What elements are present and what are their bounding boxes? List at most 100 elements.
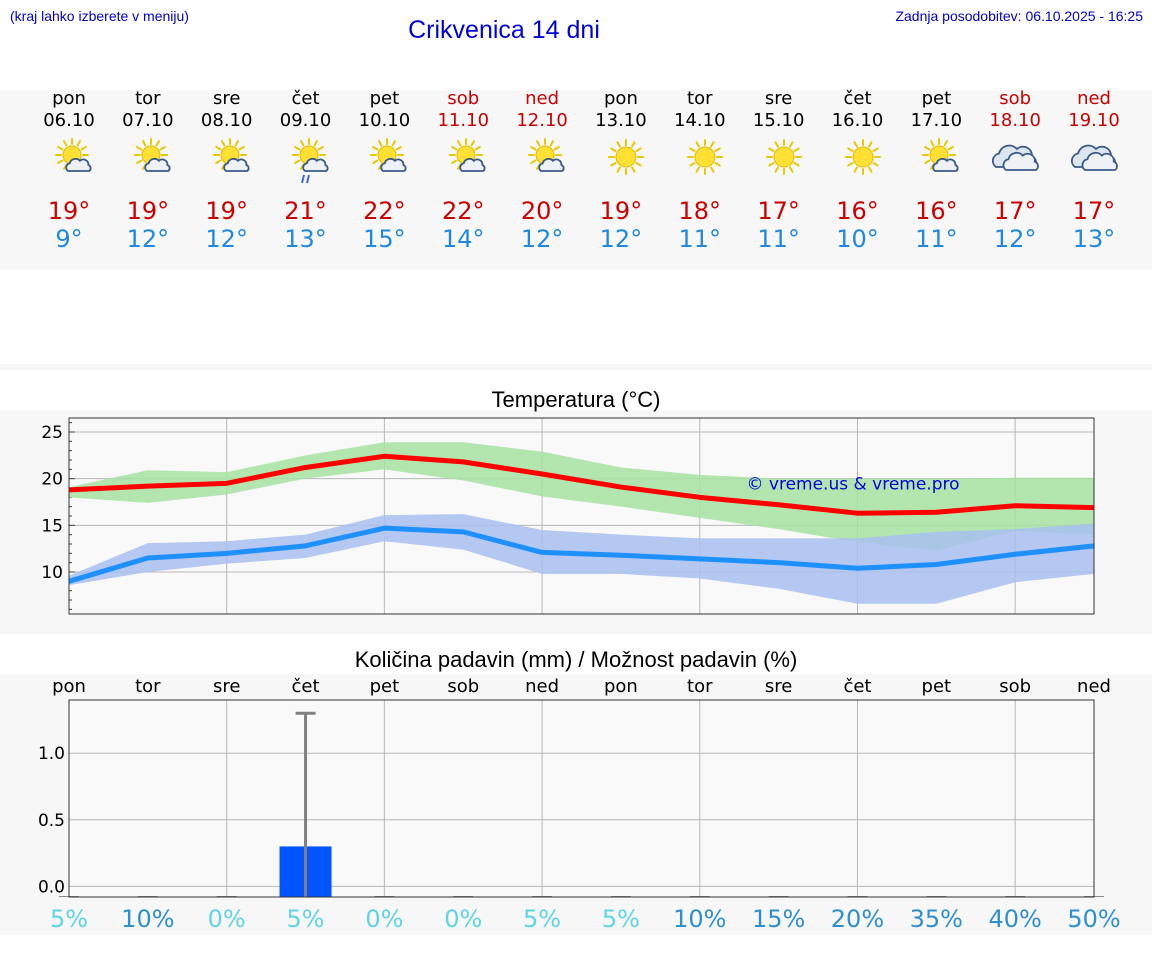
precip-probability: 0%: [365, 905, 403, 933]
day-column: sre 15.10 17° 11°: [739, 88, 818, 253]
temp-max: 21°: [284, 197, 327, 225]
temp-min: 11°: [757, 225, 800, 253]
day-date: 14.10: [674, 110, 726, 131]
y-tick-label: 15: [41, 516, 63, 536]
precip-day-label: pet: [922, 676, 952, 697]
cloud-icon: [1071, 144, 1118, 171]
max-temp-point: [1014, 505, 1016, 507]
day-column: tor 07.10 19° 12°: [108, 88, 187, 253]
day-date: 08.10: [200, 110, 253, 131]
min-temp-point: [1014, 553, 1016, 555]
day-date: 06.10: [43, 110, 95, 131]
precip-day-label: sre: [765, 676, 792, 697]
day-date: 07.10: [122, 110, 174, 131]
precip-probability: 35%: [910, 905, 963, 933]
day-date: 13.10: [595, 110, 647, 131]
day-column: pon 06.10 19° 9°: [30, 88, 109, 253]
day-name: sob: [999, 88, 1032, 109]
max-temp-point: [462, 461, 464, 463]
sun-icon: [607, 139, 644, 175]
temp-min: 13°: [284, 225, 327, 253]
watermark: © vreme.us & vreme.pro: [746, 474, 959, 494]
precip-probability: 5%: [602, 905, 640, 933]
min-temp-point: [147, 557, 149, 559]
max-temp-point: [383, 455, 385, 457]
precip-day-label: pon: [52, 676, 86, 697]
day-column: ned 19.10 17° 13°: [1055, 88, 1134, 253]
temp-min: 12°: [599, 225, 643, 253]
temp-max: 19°: [599, 197, 643, 225]
min-temp-point: [462, 531, 464, 533]
sun-cloud-icon: [370, 138, 407, 172]
precip-day-label: ned: [1077, 676, 1111, 697]
day-date: 19.10: [1068, 110, 1120, 131]
day-column: sre 08.10 19° 12°: [187, 88, 266, 253]
precipitation-chart: pon tor sre čet pet sob ned pon tor sre čet pet sob n…: [38, 676, 1121, 933]
sun-cloud-rain-icon: [291, 138, 329, 184]
sun-icon: [765, 139, 802, 175]
y-tick-label: 10: [41, 563, 63, 583]
precip-day-label: čet: [292, 676, 320, 697]
day-name: tor: [687, 88, 713, 109]
plot-area: [69, 700, 1094, 897]
day-column: čet 16.10 16° 10°: [818, 88, 897, 253]
max-temp-point: [147, 485, 149, 487]
temp-max: 16°: [836, 197, 879, 225]
temp-max: 17°: [1072, 197, 1116, 225]
location-hint: (kraj lahko izberete v meniju): [10, 8, 189, 24]
max-temp-line: [68, 453, 1095, 516]
day-name: tor: [135, 88, 161, 109]
temp-min: 11°: [678, 225, 722, 253]
precip-chart-title: Količina padavin (mm) / Možnost padavin …: [354, 647, 798, 672]
min-temp-line: [68, 525, 1095, 584]
min-temp-point: [383, 527, 385, 529]
precip-day-label: pet: [370, 676, 400, 697]
precip-probability: 5%: [50, 905, 88, 933]
temp-min: 9°: [55, 225, 83, 253]
temp-min: 11°: [915, 225, 958, 253]
plot-frame: [68, 417, 1095, 615]
precip-probability: 15%: [752, 905, 805, 933]
day-date: 16.10: [831, 110, 884, 131]
day-name: ned: [525, 88, 560, 109]
sun-cloud-icon: [922, 138, 959, 172]
max-temp-point: [699, 496, 701, 498]
temp-max: 19°: [126, 197, 170, 225]
day-date: 17.10: [910, 110, 963, 131]
sun-icon: [844, 139, 881, 175]
precip-probability: 10%: [121, 905, 174, 933]
precip-day-label: sob: [999, 676, 1031, 697]
min-temp-point: [778, 562, 780, 564]
precip-day-label: ned: [525, 676, 559, 697]
day-column: pet 10.10 22° 15°: [345, 88, 424, 253]
min-temp-point: [305, 545, 307, 547]
temp-min: 12°: [126, 225, 170, 253]
spacer-band: [0, 364, 1152, 370]
temp-min: 15°: [363, 225, 406, 253]
min-temp-point: [935, 564, 937, 566]
day-column: pon 13.10 19° 12°: [581, 88, 660, 253]
temp-min: 12°: [205, 225, 248, 253]
max-temp-range-band: [69, 442, 1094, 551]
day-name: pon: [52, 88, 86, 109]
temp-max: 19°: [205, 197, 248, 225]
day-date: 09.10: [279, 110, 332, 131]
temperature-chart-title: Temperatura (°C): [491, 387, 661, 412]
y-tick-label: 1.0: [38, 744, 65, 764]
day-name: sre: [212, 88, 241, 109]
temp-max: 18°: [678, 197, 722, 225]
precip-probability: 20%: [831, 905, 884, 933]
temp-min: 12°: [993, 225, 1037, 253]
y-tick-label: 25: [41, 423, 63, 443]
sun-cloud-icon: [528, 138, 565, 172]
precip-day-label: tor: [135, 676, 161, 697]
precip-probability: 50%: [1067, 905, 1120, 933]
temperature-chart: 10 15 20 25 © vreme.us & vreme.pro: [41, 417, 1095, 615]
y-tick-label: 0.0: [38, 877, 65, 897]
max-temp-point: [778, 504, 780, 506]
forecast-band: [0, 90, 1152, 270]
precip-probability: 0%: [208, 905, 246, 933]
day-column: čet 09.10 21° 13°: [266, 88, 345, 253]
y-tick-label: 0.5: [38, 811, 65, 831]
day-date: 15.10: [752, 110, 805, 131]
